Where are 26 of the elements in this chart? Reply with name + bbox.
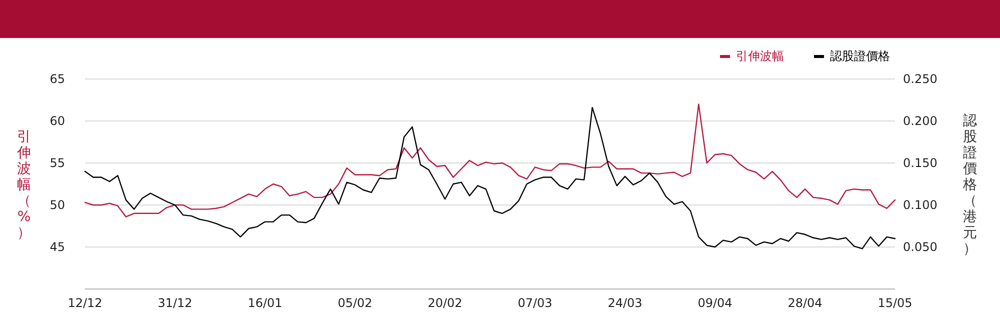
x-tick-label: 15/05 (878, 296, 912, 310)
text: 認股證價格（港元） (963, 113, 977, 257)
y2-tick-label: 0.150 (903, 156, 938, 170)
x-tick-label: 16/01 (248, 296, 282, 310)
y2-tick-label: 0.250 (903, 72, 938, 86)
y2-tick-label: 0.100 (903, 198, 938, 212)
y2-tick-label: 0.200 (903, 114, 938, 128)
x-tick-label: 31/12 (158, 296, 192, 310)
x-tick-label: 05/02 (338, 296, 372, 310)
x-tick-label: 20/02 (428, 296, 462, 310)
legend-label: 引伸波幅 (736, 49, 784, 63)
x-tick-label: 24/03 (608, 296, 642, 310)
y-tick-label: 65 (50, 72, 65, 86)
y-tick-label: 60 (50, 114, 65, 128)
legend-label: 認股證價格 (830, 49, 890, 63)
x-tick-label: 12/12 (68, 296, 102, 310)
y-tick-label: 55 (50, 156, 65, 170)
y-tick-label: 50 (50, 198, 65, 212)
y-axis-title: 引伸波幅（%） (16, 129, 31, 241)
line-series (84, 106, 896, 250)
line-series (84, 104, 896, 218)
x-tick-label: 09/04 (698, 296, 732, 310)
y-tick-label: 45 (50, 240, 65, 254)
x-tick-label: 07/03 (518, 296, 552, 310)
y2-tick-label: 0.050 (903, 240, 938, 254)
x-tick-label: 28/04 (788, 296, 822, 310)
